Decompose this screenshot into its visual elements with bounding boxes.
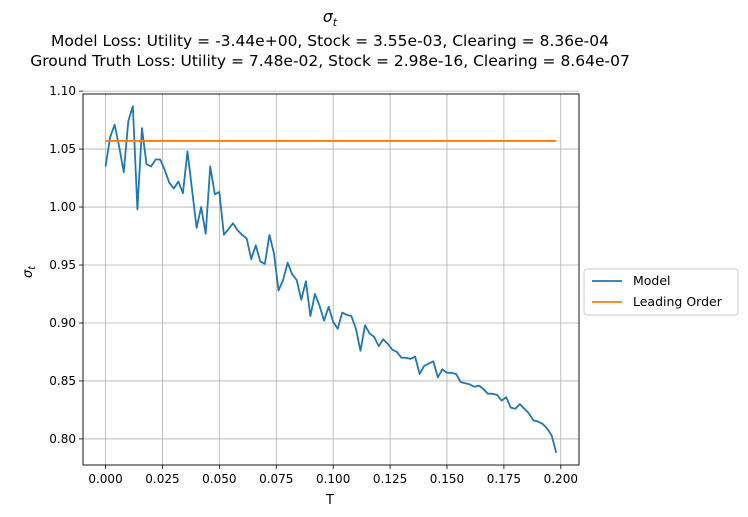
y-tick-label: 1.10 bbox=[49, 84, 76, 98]
y-axis-ticks: 0.80 0.85 0.90 0.95 1.00 1.05 1.10 bbox=[49, 84, 83, 446]
y-tick-label: 0.95 bbox=[49, 258, 76, 272]
y-tick-label: 1.00 bbox=[49, 200, 76, 214]
chart-title: σt Model Loss: Utility = -3.44e+00, Stoc… bbox=[30, 8, 630, 70]
x-tick-label: 0.075 bbox=[259, 472, 293, 486]
y-tick-label: 0.85 bbox=[49, 374, 76, 388]
x-tick-label: 0.025 bbox=[145, 472, 179, 486]
series-lines bbox=[104, 105, 558, 454]
x-tick-label: 0.150 bbox=[430, 472, 464, 486]
x-tick-label: 0.175 bbox=[487, 472, 521, 486]
x-axis-ticks: 0.000 0.025 0.050 0.075 0.100 0.125 0.150 0.175… bbox=[88, 465, 578, 486]
grid-lines bbox=[83, 90, 579, 465]
x-tick-label: 0.125 bbox=[373, 472, 407, 486]
y-tick-label: 0.90 bbox=[49, 316, 76, 330]
legend-label-model: Model bbox=[633, 273, 671, 288]
x-axis-label: T bbox=[325, 493, 334, 508]
chart-title-symbol: σt bbox=[323, 8, 338, 29]
x-tick-label: 0.200 bbox=[544, 472, 578, 486]
legend-label-leading-order: Leading Order bbox=[633, 294, 723, 309]
x-tick-label: 0.100 bbox=[316, 472, 350, 486]
x-tick-label: 0.000 bbox=[88, 472, 122, 486]
legend: Model Leading Order bbox=[583, 268, 739, 316]
y-axis-label: σt bbox=[21, 265, 38, 278]
plot-area-frame bbox=[82, 93, 580, 466]
y-tick-label: 1.05 bbox=[49, 142, 76, 156]
legend-box bbox=[583, 268, 739, 316]
series-line-model bbox=[104, 105, 558, 454]
chart-title-line-model-loss: Model Loss: Utility = -3.44e+00, Stock =… bbox=[51, 32, 609, 50]
y-tick-label: 0.80 bbox=[49, 432, 76, 446]
chart-title-line-ground-truth-loss: Ground Truth Loss: Utility = 7.48e-02, S… bbox=[30, 52, 630, 70]
x-tick-label: 0.050 bbox=[202, 472, 236, 486]
